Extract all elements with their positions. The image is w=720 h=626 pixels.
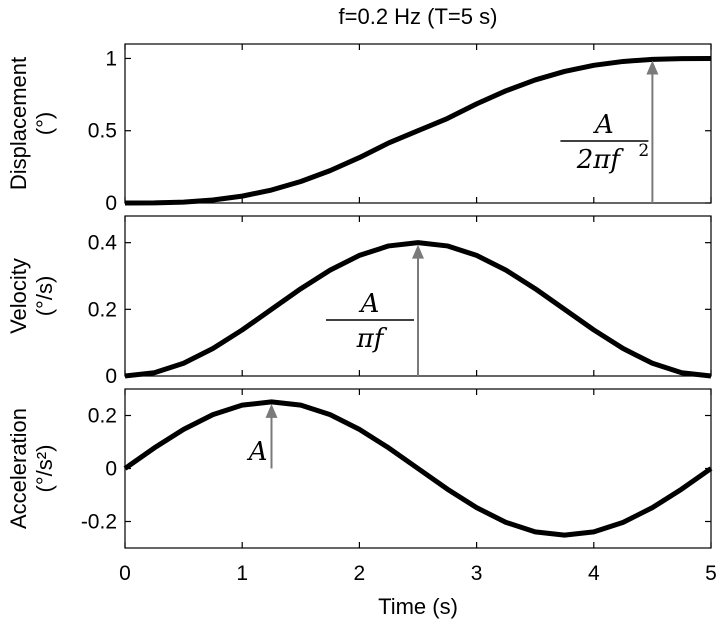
x-tick-label: 0 xyxy=(119,562,131,585)
y-tick-label: 0 xyxy=(105,192,117,215)
y-axis-unit: (°/s) xyxy=(32,276,57,317)
y-tick-label: 0 xyxy=(105,458,117,481)
y-tick-label: 0.2 xyxy=(88,405,117,428)
series-line xyxy=(124,240,712,379)
x-tick-label: 4 xyxy=(588,562,600,585)
chart-title: f=0.2 Hz (T=5 s) xyxy=(339,4,498,29)
y-tick-label: 1 xyxy=(105,47,117,70)
arrow-head xyxy=(646,60,659,75)
y-axis-label: Displacement xyxy=(6,57,31,190)
arrow-head xyxy=(412,244,424,259)
x-axis-label: Time (s) xyxy=(378,594,458,619)
annotation-denominator: πf xyxy=(356,324,388,354)
annotation-exponent: 2 xyxy=(638,141,649,161)
x-tick-label: 5 xyxy=(705,562,717,585)
y-tick-label: 0 xyxy=(105,365,117,388)
annotation-numerator: A xyxy=(247,437,268,467)
series-line xyxy=(123,399,713,538)
x-tick-label: 1 xyxy=(236,562,248,585)
y-axis-unit: (°/s²) xyxy=(32,445,57,493)
x-tick-label: 3 xyxy=(471,562,483,585)
panel-3: -0.2 0 0.2 Acceleration (°/s²) A xyxy=(6,388,713,549)
y-tick-label: -0.2 xyxy=(81,511,117,534)
y-axis-label: Velocity xyxy=(6,258,31,334)
y-tick-label: 0.4 xyxy=(88,232,118,255)
y-tick-label: 0.2 xyxy=(88,298,117,321)
series-line xyxy=(124,55,712,206)
plot-frame xyxy=(124,43,712,204)
y-tick-label: 0.5 xyxy=(88,120,117,143)
arrow-head xyxy=(265,403,278,418)
x-tick-label: 2 xyxy=(354,562,366,585)
annotation-label: A xyxy=(247,437,268,467)
annotation-label: A 2πf 2 xyxy=(560,110,649,175)
x-axis: 0 1 2 3 4 5 xyxy=(119,562,717,585)
annotation-numerator: A xyxy=(359,289,380,319)
annotation-numerator: A xyxy=(593,110,614,140)
panel-1: 0 0.5 1 Displacement (°) A 2πf 2 xyxy=(6,43,712,215)
annotation-denominator: 2πf xyxy=(576,145,625,175)
y-axis-unit: (°) xyxy=(32,112,57,135)
panels: 0 0.5 1 Displacement (°) A 2πf 2 0 0.2 0.4 Velocity… xyxy=(6,43,713,549)
y-axis-label: Acceleration xyxy=(6,408,31,529)
annotation-label: Aπf xyxy=(326,289,414,354)
panel-2: 0 0.2 0.4 Velocity (°/s) Aπf xyxy=(6,215,712,388)
